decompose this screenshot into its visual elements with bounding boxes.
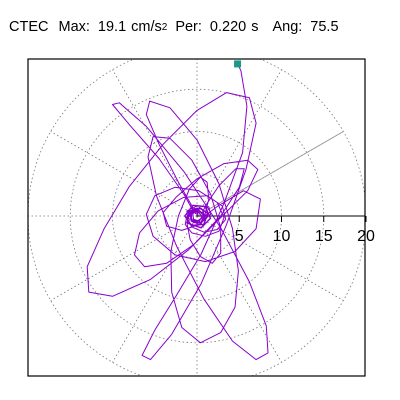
start-marker-group bbox=[234, 60, 242, 68]
trace-start-marker bbox=[234, 60, 242, 68]
plot-frame bbox=[27, 58, 366, 377]
grid-spoke-240 bbox=[112, 215, 198, 363]
max-value: 19.1 bbox=[97, 19, 127, 35]
period-value: 0.220 bbox=[209, 19, 247, 35]
motion-trace-line bbox=[86, 63, 269, 361]
angle-label: Ang: bbox=[272, 19, 303, 35]
radial-tick-label-5: 5 bbox=[235, 228, 244, 245]
grid-spoke-60 bbox=[196, 69, 282, 217]
period-label: Per: bbox=[175, 19, 202, 35]
motion-trace-group bbox=[86, 63, 269, 361]
grid-spoke-150 bbox=[50, 131, 198, 217]
radial-tick-label-10: 10 bbox=[273, 228, 291, 245]
plot-header: CTEC Max: 19.1 cm/s 2 Per: 0.220 s Ang: 7… bbox=[9, 14, 339, 40]
radial-tick-labels: 5 10 15 20 bbox=[235, 228, 375, 245]
max-label: Max: bbox=[58, 19, 90, 35]
max-unit-exponent: 2 bbox=[161, 22, 168, 33]
grid-spoke-210 bbox=[50, 215, 198, 301]
angle-value: 75.5 bbox=[310, 19, 339, 35]
angle-direction-line bbox=[196, 131, 344, 217]
max-unit: cm/s bbox=[131, 19, 162, 35]
motion-trace-core bbox=[183, 204, 212, 229]
station-code: CTEC bbox=[9, 19, 49, 35]
period-unit: s bbox=[251, 19, 259, 35]
radial-tick-label-20: 20 bbox=[357, 228, 375, 245]
radial-tick-label-15: 15 bbox=[315, 228, 333, 245]
